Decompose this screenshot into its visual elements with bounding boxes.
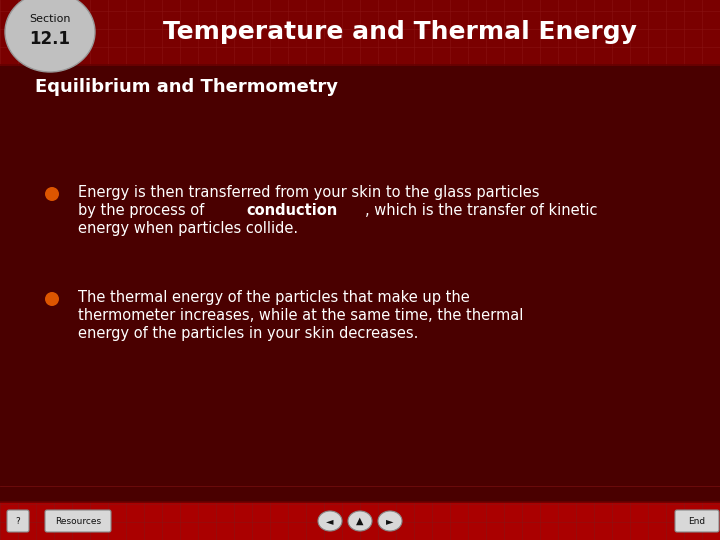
- Ellipse shape: [5, 0, 95, 72]
- Text: Temperature and Thermal Energy: Temperature and Thermal Energy: [163, 20, 637, 44]
- Text: ◄: ◄: [326, 516, 334, 526]
- Text: ►: ►: [386, 516, 394, 526]
- Ellipse shape: [348, 511, 372, 531]
- Text: conduction: conduction: [247, 203, 338, 218]
- Text: Section: Section: [30, 14, 71, 24]
- Text: 12.1: 12.1: [30, 30, 71, 48]
- Text: The thermal energy of the particles that make up the: The thermal energy of the particles that…: [78, 290, 469, 305]
- Bar: [0, 0, 720, 65]
- Ellipse shape: [318, 511, 342, 531]
- Text: Equilibrium and Thermometry: Equilibrium and Thermometry: [35, 78, 338, 96]
- Circle shape: [45, 187, 59, 201]
- FancyBboxPatch shape: [7, 510, 29, 532]
- Text: Resources: Resources: [55, 516, 101, 525]
- Text: Energy is then transferred from your skin to the glass particles: Energy is then transferred from your ski…: [78, 185, 539, 200]
- Text: , which is the transfer of kinetic: , which is the transfer of kinetic: [364, 203, 597, 218]
- Text: End: End: [688, 516, 706, 525]
- Circle shape: [45, 292, 59, 306]
- FancyBboxPatch shape: [45, 510, 111, 532]
- Ellipse shape: [378, 511, 402, 531]
- Text: energy of the particles in your skin decreases.: energy of the particles in your skin dec…: [78, 326, 418, 341]
- Text: by the process of: by the process of: [78, 203, 209, 218]
- Text: ▲: ▲: [356, 516, 364, 526]
- FancyBboxPatch shape: [675, 510, 719, 532]
- Text: thermometer increases, while at the same time, the thermal: thermometer increases, while at the same…: [78, 308, 523, 323]
- Text: energy when particles collide.: energy when particles collide.: [78, 221, 298, 236]
- Text: ?: ?: [16, 516, 20, 525]
- Bar: [0, 502, 720, 540]
